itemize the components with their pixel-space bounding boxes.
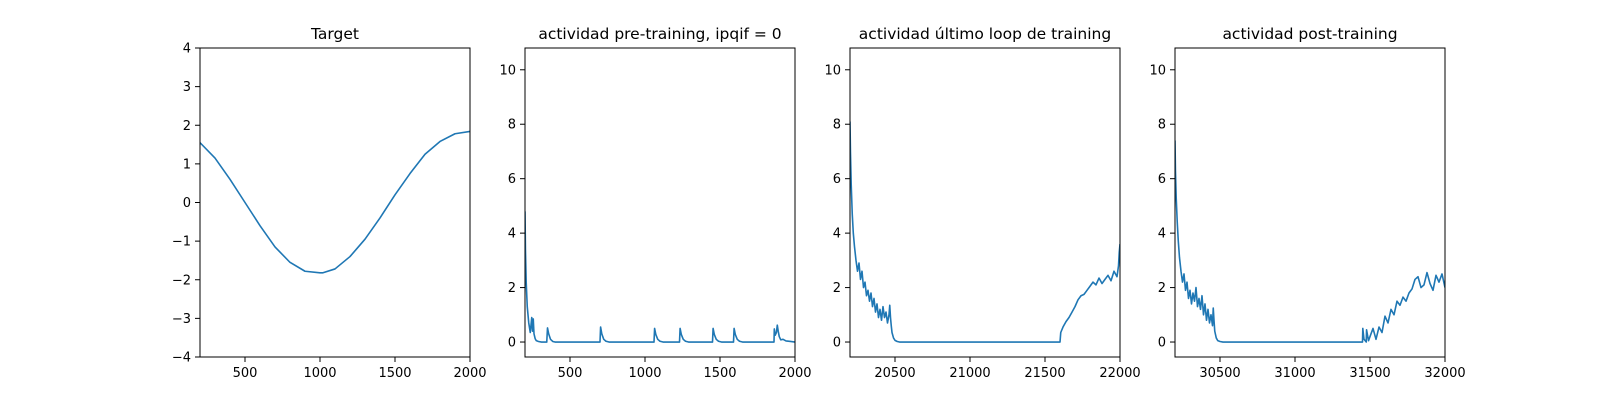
- x-tick-label: 1000: [628, 366, 661, 381]
- y-tick-label: 6: [1158, 172, 1166, 187]
- x-tick-label: 500: [233, 366, 258, 381]
- y-tick-label: −2: [172, 273, 191, 288]
- x-tick-label: 30500: [1199, 366, 1240, 381]
- y-tick-label: 0: [1158, 336, 1166, 351]
- panel-title: actividad post-training: [1222, 25, 1397, 43]
- y-tick-label: 10: [824, 63, 841, 78]
- x-tick-label: 21000: [949, 366, 990, 381]
- x-tick-label: 22000: [1099, 366, 1140, 381]
- y-tick-label: 2: [1158, 281, 1166, 296]
- y-tick-label: 8: [833, 118, 841, 133]
- x-tick-label: 500: [558, 366, 583, 381]
- panel-title: actividad último loop de training: [859, 25, 1111, 43]
- x-tick-label: 31000: [1274, 366, 1315, 381]
- x-tick-label: 21500: [1024, 366, 1065, 381]
- x-tick-label: 2000: [453, 366, 486, 381]
- y-tick-label: 10: [499, 63, 516, 78]
- panel-title: Target: [310, 25, 359, 43]
- x-tick-label: 20500: [874, 366, 915, 381]
- x-tick-label: 2000: [778, 366, 811, 381]
- x-tick-label: 31500: [1349, 366, 1390, 381]
- y-tick-label: 3: [183, 80, 191, 95]
- y-tick-label: 0: [183, 196, 191, 211]
- y-tick-label: 2: [833, 281, 841, 296]
- x-tick-label: 1500: [378, 366, 411, 381]
- y-tick-label: 2: [508, 281, 516, 296]
- y-tick-label: −4: [172, 351, 191, 366]
- y-tick-label: 6: [508, 172, 516, 187]
- y-tick-label: 4: [1158, 227, 1166, 242]
- y-tick-label: 10: [1149, 63, 1166, 78]
- y-tick-label: 1: [183, 157, 191, 172]
- y-tick-label: 8: [508, 118, 516, 133]
- y-tick-label: 6: [833, 172, 841, 187]
- panel-title: actividad pre-training, ipqif = 0: [538, 25, 781, 43]
- y-tick-label: −3: [172, 312, 191, 327]
- y-tick-label: 8: [1158, 118, 1166, 133]
- y-tick-label: −1: [172, 235, 191, 250]
- x-tick-label: 32000: [1424, 366, 1465, 381]
- y-tick-label: 4: [508, 227, 516, 242]
- x-tick-label: 1500: [703, 366, 736, 381]
- y-tick-label: 4: [183, 42, 191, 57]
- y-tick-label: 0: [508, 336, 516, 351]
- y-tick-label: 0: [833, 336, 841, 351]
- x-tick-label: 1000: [303, 366, 336, 381]
- y-tick-label: 4: [833, 227, 841, 242]
- y-tick-label: 2: [183, 119, 191, 134]
